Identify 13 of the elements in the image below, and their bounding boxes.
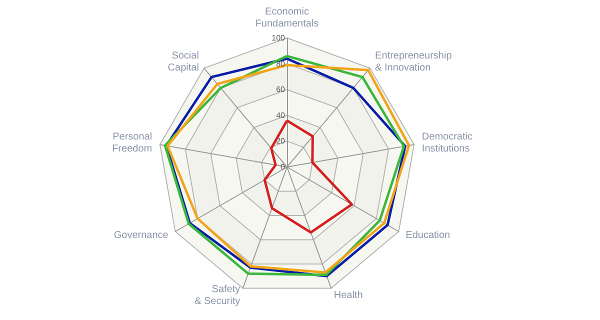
spoke-label: Education	[406, 230, 450, 241]
spoke-label: Safety & Security	[194, 284, 240, 308]
spoke-label: Personal Freedom	[112, 132, 152, 155]
y-tick-label: 40	[276, 110, 286, 120]
spoke-label: Democratic Institutions	[422, 132, 472, 155]
spoke-label: Governance	[114, 230, 169, 241]
y-tick-label: 20	[276, 136, 286, 146]
y-tick-label: 100	[272, 34, 286, 42]
spoke-label: Entrepreneurship & Innovation	[375, 50, 452, 74]
spoke-label: Economic Fundamentals	[255, 6, 319, 30]
y-tick-label: 60	[276, 85, 286, 94]
spoke-label: Health	[334, 290, 363, 302]
spoke-label: Social Capital	[168, 50, 199, 74]
